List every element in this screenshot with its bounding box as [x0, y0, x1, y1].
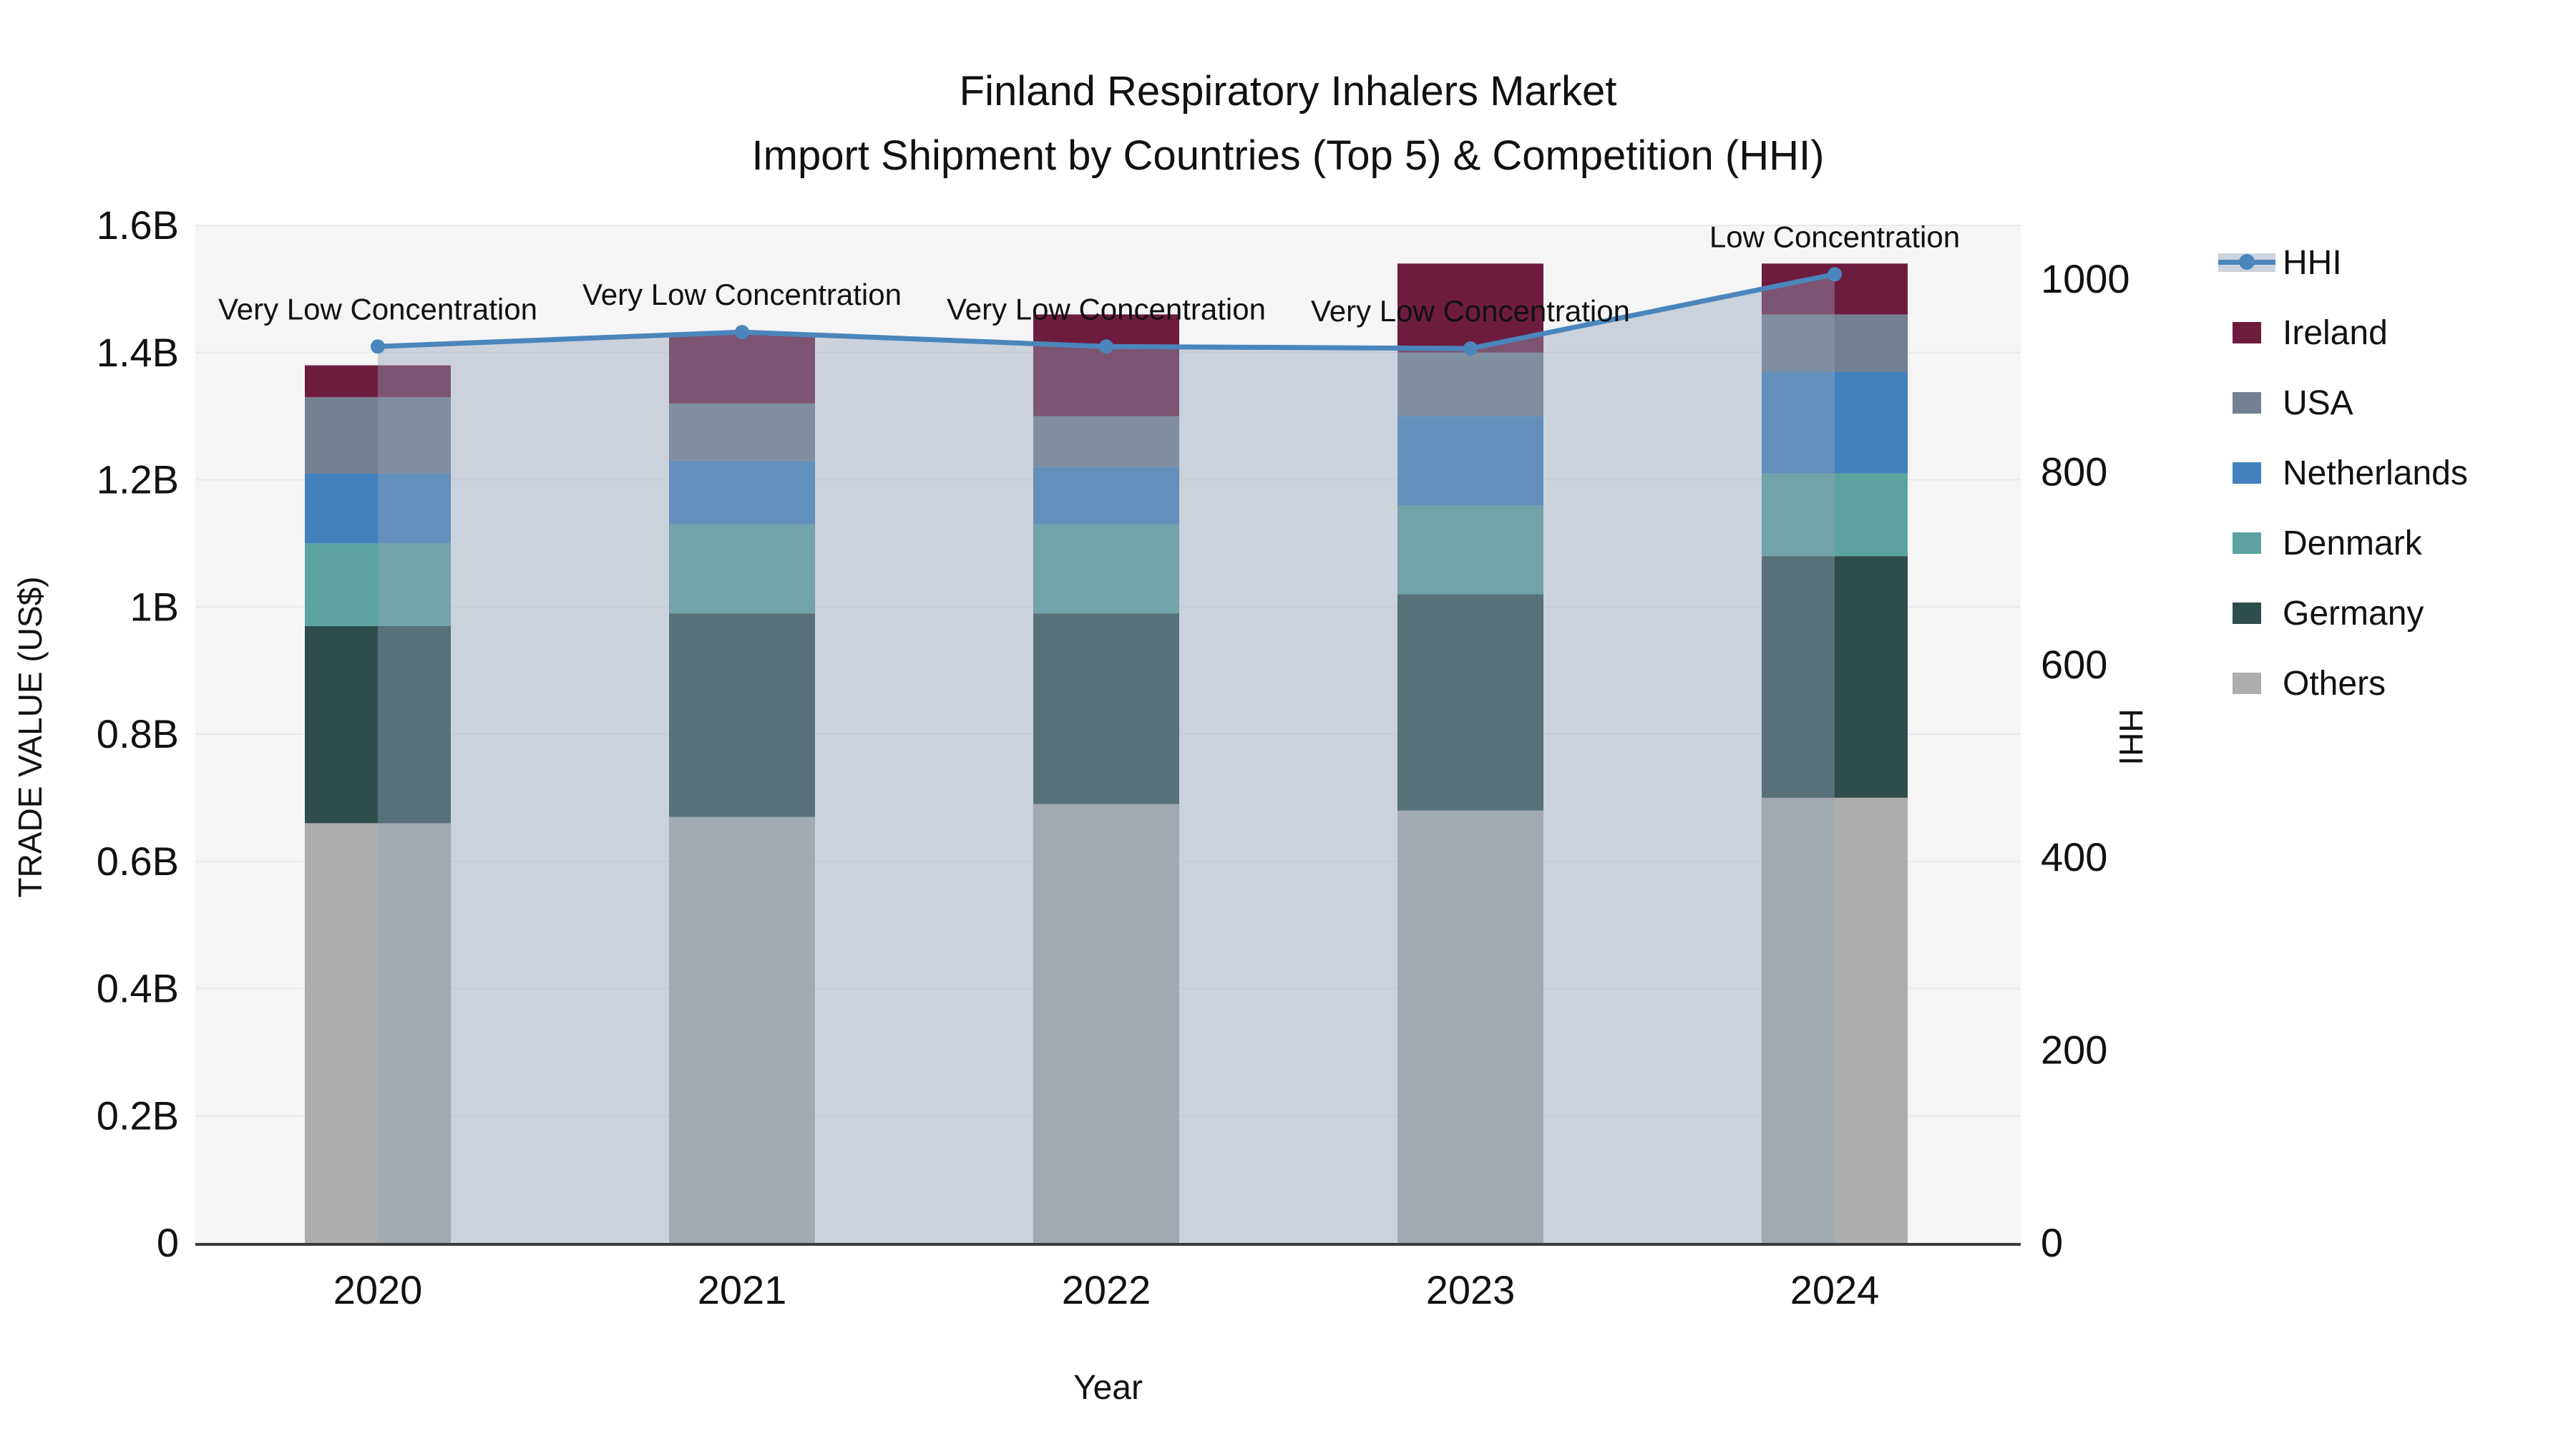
bar-segment-others-2024 [1762, 797, 1908, 1243]
legend-label: HHI [2283, 243, 2342, 282]
bar-segment-germany-2023 [1397, 594, 1543, 811]
x-tick-label-2020: 2020 [333, 1267, 423, 1312]
y-left-tick-label: 1B [130, 584, 180, 629]
y-left-tick-label: 1.6B [97, 203, 179, 248]
bar-segment-denmark-2022 [1033, 524, 1179, 614]
bar-segment-others-2022 [1033, 804, 1179, 1243]
bar-segment-germany-2022 [1033, 613, 1179, 804]
bar-segment-usa-2023 [1397, 352, 1543, 416]
legend-label: Denmark [2283, 524, 2422, 562]
color-swatch-icon [2233, 322, 2261, 343]
legend-item-denmark[interactable]: Denmark [2218, 508, 2468, 578]
y-right-tick-label: 0 [2041, 1220, 2063, 1265]
legend-item-usa[interactable]: USA [2218, 368, 2468, 438]
y-right-tick-label: 800 [2041, 449, 2107, 494]
legend-item-germany[interactable]: Germany [2218, 578, 2468, 648]
bar-segment-germany-2024 [1762, 556, 1908, 798]
y-right-tick-label: 600 [2041, 642, 2107, 687]
bar-segment-netherlands-2023 [1397, 416, 1543, 506]
legend-label: Others [2283, 664, 2386, 703]
y-left-tick-label: 0.6B [97, 839, 179, 884]
bar-segment-germany-2020 [305, 625, 451, 824]
legend-swatch-denmark [2218, 531, 2275, 555]
chart-title: Finland Respiratory Inhalers Market Impo… [0, 59, 2576, 188]
x-tick-label-2023: 2023 [1426, 1267, 1516, 1312]
y-right-tick-label: 400 [2041, 834, 2107, 879]
bar-segment-others-2021 [669, 816, 815, 1243]
bar-segment-denmark-2021 [669, 524, 815, 614]
y-right-tick-label: 200 [2041, 1028, 2107, 1073]
y-left-tick-label: 0.2B [97, 1093, 179, 1138]
hhi-marker-2021 [735, 325, 749, 340]
color-swatch-icon [2233, 462, 2261, 484]
bar-segment-ireland-2020 [305, 365, 451, 397]
hhi-marker-2022 [1099, 339, 1113, 354]
hhi-marker-2024 [1828, 267, 1842, 282]
legend-swatch-usa [2218, 391, 2275, 415]
bar-segment-ireland-2022 [1033, 314, 1179, 416]
bar-segment-netherlands-2022 [1033, 467, 1179, 525]
legend-swatch-ireland [2218, 321, 2275, 345]
hhi-marker-icon [2239, 254, 2255, 270]
hhi-marker-2023 [1463, 341, 1478, 356]
x-tick-label-2021: 2021 [698, 1267, 787, 1312]
color-swatch-icon [2233, 392, 2261, 414]
y-left-axis-title: TRADE VALUE (US$) [11, 576, 49, 897]
annotation-2023: Very Low Concentration [1311, 294, 1630, 328]
color-swatch-icon [2233, 602, 2261, 624]
bar-segment-others-2020 [305, 823, 451, 1243]
color-swatch-icon [2233, 673, 2261, 694]
y-left-tick-label: 0 [157, 1220, 179, 1265]
hhi-area-fill [378, 274, 1835, 1243]
y-left-tick-label: 1.4B [97, 330, 179, 375]
legend-swatch-others [2218, 671, 2275, 696]
legend: HHI Ireland USA Netherlands Denmark Germany Ot… [2218, 228, 2468, 718]
color-swatch-icon [2233, 532, 2261, 554]
annotation-2021: Very Low Concentration [582, 278, 902, 311]
y-left-tick-label: 0.4B [97, 966, 179, 1011]
y-right-axis-title: HHI [2112, 708, 2150, 765]
annotation-2024: Low Concentration [1709, 220, 1960, 253]
legend-label: Netherlands [2283, 454, 2468, 492]
bar-segment-netherlands-2020 [305, 473, 451, 544]
bar-segment-usa-2020 [305, 396, 451, 474]
legend-label: Ireland [2283, 313, 2388, 352]
legend-label: USA [2283, 384, 2353, 422]
bar-segment-netherlands-2024 [1762, 371, 1908, 474]
chart-title-line2: Import Shipment by Countries (Top 5) & C… [751, 132, 1825, 179]
hhi-line-icon [2218, 250, 2275, 275]
chart-title-line1: Finland Respiratory Inhalers Market [959, 68, 1617, 114]
y-right-tick-label: 1000 [2041, 256, 2130, 301]
legend-item-hhi[interactable]: HHI [2218, 228, 2468, 298]
legend-swatch-netherlands [2218, 461, 2275, 485]
legend-label: Germany [2283, 594, 2424, 633]
bar-segment-denmark-2023 [1397, 505, 1543, 595]
y-left-tick-label: 1.2B [97, 457, 179, 502]
x-tick-label-2024: 2024 [1790, 1267, 1880, 1312]
bar-segment-netherlands-2021 [669, 460, 815, 525]
bar-segment-usa-2021 [669, 403, 815, 461]
legend-item-ireland[interactable]: Ireland [2218, 298, 2468, 368]
bar-segment-others-2023 [1397, 810, 1543, 1243]
bar-segment-germany-2021 [669, 613, 815, 817]
bar-segment-denmark-2024 [1762, 473, 1908, 557]
bar-segment-ireland-2021 [669, 333, 815, 404]
bar-segment-usa-2024 [1762, 314, 1908, 372]
legend-item-others[interactable]: Others [2218, 648, 2468, 718]
x-tick-label-2022: 2022 [1062, 1267, 1151, 1312]
bar-segment-denmark-2020 [305, 543, 451, 626]
legend-item-netherlands[interactable]: Netherlands [2218, 438, 2468, 508]
legend-swatch-germany [2218, 601, 2275, 625]
annotation-2020: Very Low Concentration [218, 292, 537, 326]
y-left-tick-label: 0.8B [97, 711, 179, 756]
hhi-marker-2020 [371, 339, 385, 354]
bar-segment-usa-2022 [1033, 416, 1179, 467]
annotation-2022: Very Low Concentration [947, 292, 1266, 326]
x-axis-title: Year [1073, 1369, 1143, 1407]
